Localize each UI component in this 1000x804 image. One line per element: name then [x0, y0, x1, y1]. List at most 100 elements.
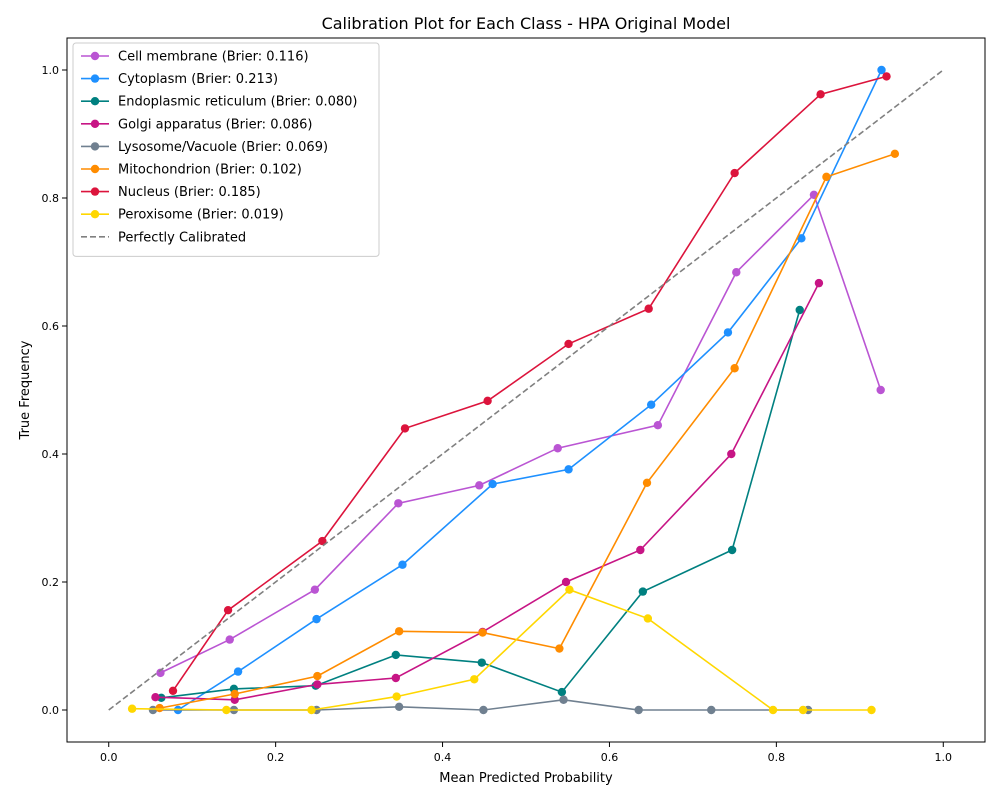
legend-entry: Cytoplasm (Brier: 0.213) — [118, 72, 278, 87]
data-point — [707, 705, 716, 715]
y-tick-label: 0.0 — [42, 704, 60, 717]
y-tick-label: 0.4 — [42, 448, 60, 461]
data-point — [470, 675, 479, 684]
data-point — [394, 627, 404, 636]
data-point — [814, 278, 824, 288]
data-point — [230, 689, 239, 699]
legend-entry: Mitochondrion (Brier: 0.102) — [118, 163, 302, 178]
data-point — [225, 635, 234, 644]
data-point — [477, 658, 486, 667]
data-point — [798, 705, 808, 715]
series-line — [159, 153, 896, 709]
legend-entry: Cell membrane (Brier: 0.116) — [118, 50, 309, 65]
data-point — [148, 705, 158, 715]
data-point — [400, 424, 410, 433]
data-point — [890, 149, 900, 159]
data-point — [822, 172, 831, 182]
data-point — [488, 479, 497, 489]
data-point — [478, 628, 487, 637]
series-line — [172, 75, 887, 692]
legend: Cell membrane (Brier: 0.116) Cytoplasm (B… — [72, 42, 380, 257]
data-point — [230, 695, 239, 704]
data-point — [768, 705, 778, 715]
legend-entry: Lysosome/Vacuole (Brier: 0.069) — [118, 140, 328, 155]
chart-title: Calibration Plot for Each Class - HPA Or… — [322, 14, 731, 33]
x-tick-label: 0.6 — [601, 751, 619, 764]
series-line — [177, 69, 883, 711]
y-tick-label: 0.8 — [42, 192, 60, 205]
data-point — [644, 304, 653, 313]
legend-marker — [90, 164, 100, 174]
data-point — [561, 577, 571, 587]
data-point — [877, 65, 886, 75]
series-line — [132, 588, 872, 711]
data-point — [318, 536, 327, 546]
data-point — [876, 385, 885, 395]
data-point — [565, 585, 574, 594]
data-point — [127, 704, 137, 713]
y-tick-label: 1.0 — [42, 64, 60, 77]
legend-entry: Golgi apparatus (Brier: 0.086) — [118, 117, 313, 132]
data-point — [394, 499, 403, 508]
data-point — [795, 305, 804, 315]
x-tick-label: 0.8 — [768, 751, 786, 764]
data-point — [392, 692, 401, 701]
data-point — [816, 90, 825, 99]
data-point — [643, 614, 653, 623]
data-point — [634, 705, 643, 715]
x-tick-label: 0.2 — [267, 751, 285, 764]
data-point — [233, 667, 243, 676]
axes-frame — [66, 37, 986, 743]
data-point — [636, 545, 645, 555]
x-tick-label: 0.0 — [100, 751, 118, 764]
data-point — [307, 705, 316, 715]
legend-marker — [90, 74, 100, 83]
legend-entry: Perfectly Calibrated — [118, 230, 246, 245]
data-point — [564, 465, 573, 474]
data-point — [223, 605, 233, 615]
data-point — [559, 695, 568, 704]
series-line — [160, 193, 882, 674]
data-point — [156, 668, 165, 678]
data-point — [882, 72, 891, 81]
y-tick-label: 0.2 — [42, 576, 60, 589]
legend-marker — [90, 51, 100, 61]
data-point — [479, 705, 488, 715]
data-point — [727, 545, 737, 555]
data-point — [391, 650, 401, 660]
legend-marker — [90, 119, 100, 128]
legend-marker — [90, 142, 100, 151]
data-point — [391, 673, 401, 683]
data-point — [553, 444, 562, 453]
legend-box — [72, 42, 380, 257]
legend-entry: Peroxisome (Brier: 0.019) — [118, 208, 284, 223]
data-point — [155, 703, 164, 713]
data-point — [168, 686, 178, 695]
data-point — [642, 478, 652, 487]
data-point — [564, 339, 573, 349]
legend-marker — [90, 210, 100, 219]
plot-area: 0.0 0.2 0.4 0.6 0.8 1.0 0.0 0.2 0.4 0.6 0.8 1.0 — [42, 37, 986, 764]
legend-marker — [90, 97, 100, 106]
data-point — [638, 587, 648, 596]
data-point — [646, 400, 656, 409]
data-point — [730, 364, 739, 373]
data-point — [312, 614, 321, 624]
data-point — [732, 268, 741, 277]
legend-marker — [90, 187, 100, 196]
series-line — [155, 282, 820, 701]
x-axis-label: Mean Predicted Probability — [439, 771, 613, 786]
data-point — [797, 234, 806, 243]
data-point — [555, 644, 564, 653]
data-point — [727, 449, 736, 459]
legend-entry: Nucleus (Brier: 0.185) — [118, 185, 261, 200]
data-point — [398, 560, 407, 569]
data-point — [483, 396, 492, 406]
data-point — [313, 671, 322, 681]
data-point — [313, 680, 322, 689]
data-point — [151, 693, 160, 702]
data-point — [222, 705, 231, 715]
reference-line — [108, 69, 944, 711]
